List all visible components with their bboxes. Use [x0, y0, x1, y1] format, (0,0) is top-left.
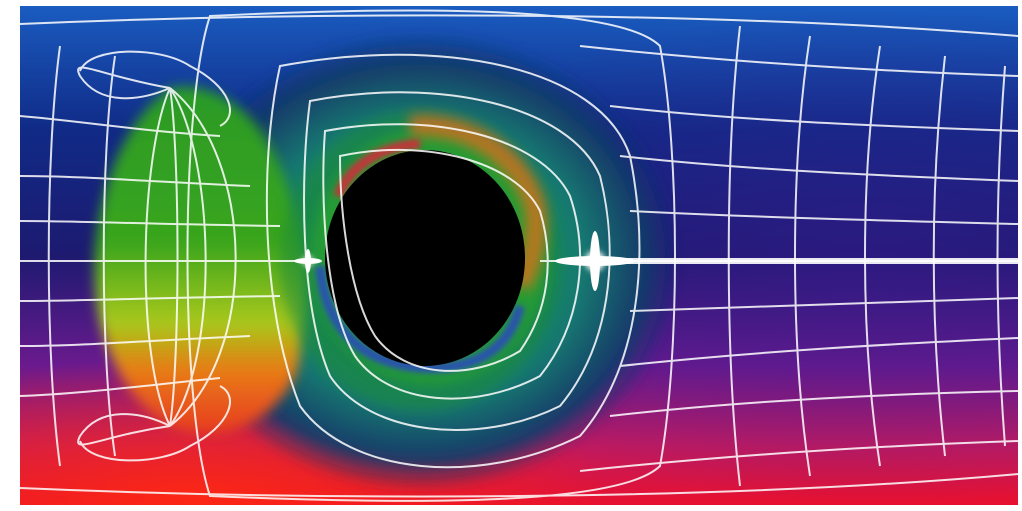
blue-rim	[315, 265, 525, 374]
coordinate-grid	[20, 9, 1018, 502]
black-hole-shadow	[325, 150, 525, 366]
flare-right	[555, 231, 1018, 291]
flare-left	[294, 249, 322, 273]
red-rim	[333, 139, 421, 199]
lensed-sky-image	[20, 6, 1018, 505]
lensing-svg	[20, 6, 1018, 505]
